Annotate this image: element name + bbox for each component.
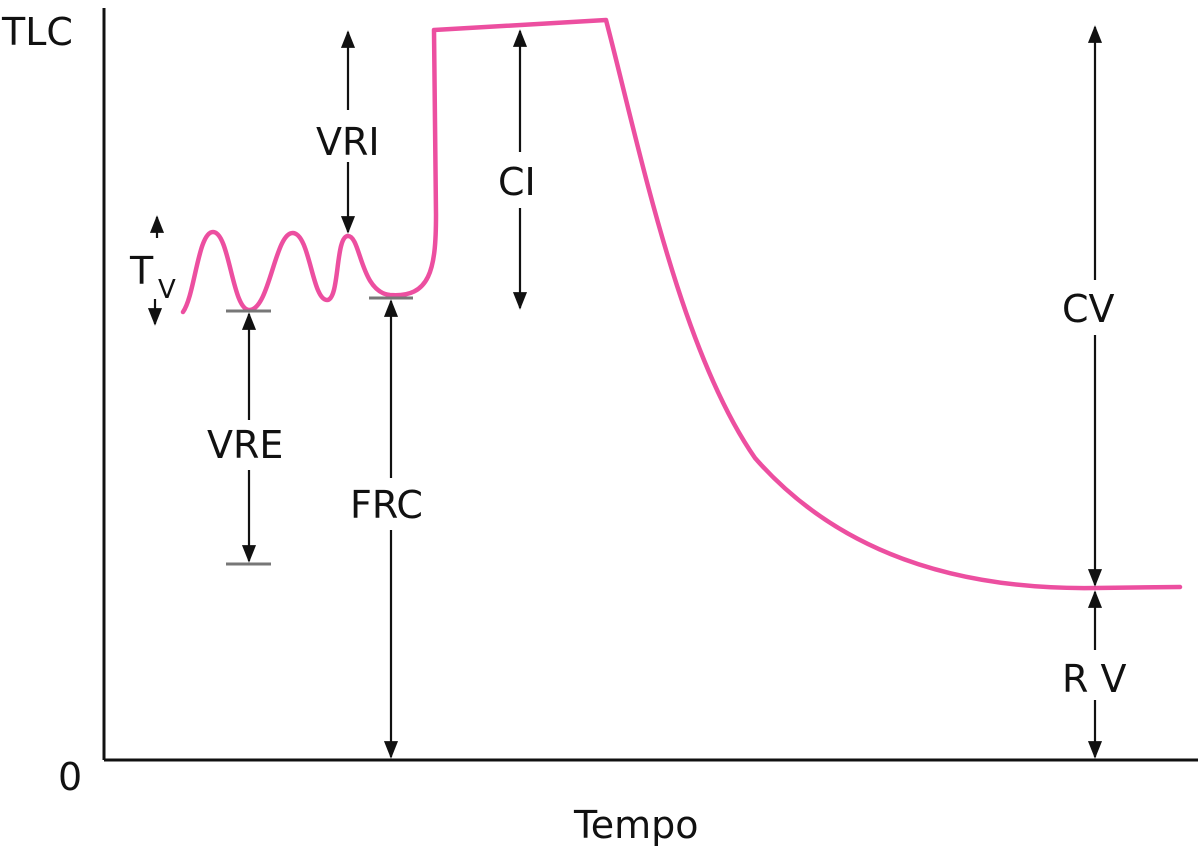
frc-label: FRC (350, 483, 423, 527)
ci-label: CI (498, 160, 536, 204)
tv-label-subscript: V (158, 275, 176, 305)
rv-label: R V (1062, 657, 1126, 701)
vre-label: VRE (207, 423, 283, 467)
cv-label: CV (1062, 287, 1115, 331)
volume-curve (180, 17, 1183, 591)
x-axis-label: Tempo (573, 803, 699, 847)
y-axis-top-label: TLC (1, 10, 73, 54)
tv-label-main: T (129, 249, 154, 293)
y-axis-zero-label: 0 (58, 755, 82, 799)
tv-label: T (129, 249, 154, 293)
vri-label: VRI (316, 120, 380, 164)
